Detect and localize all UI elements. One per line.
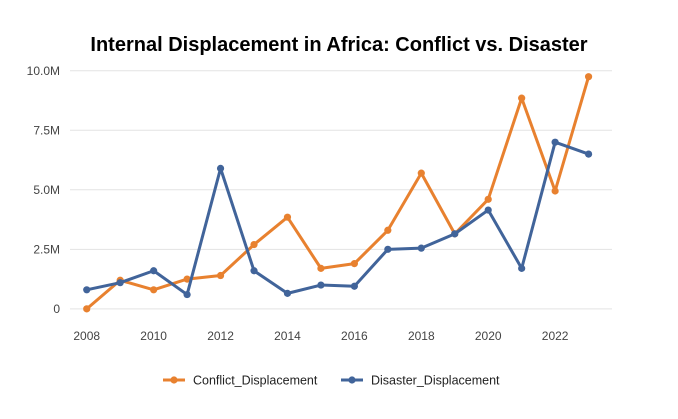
x-axis: 2008 2010 2012 2014 2016 2018 2020 2022 <box>73 329 568 343</box>
x-tick-label: 2010 <box>140 329 167 343</box>
grid-layer <box>70 70 612 310</box>
series-line <box>85 140 591 297</box>
data-point <box>150 267 158 275</box>
data-point <box>216 271 225 280</box>
data-point <box>283 213 292 221</box>
legend: Conflict_Displacement Disaster_Displaceme… <box>163 374 500 388</box>
data-point <box>417 244 425 252</box>
data-point <box>317 264 325 272</box>
legend-label: Disaster_Displacement <box>371 374 500 388</box>
x-tick-label: 2016 <box>341 329 368 343</box>
y-axis: 0 2.5M 5.0M 7.5M 10.0M <box>27 64 61 316</box>
x-tick-label: 2008 <box>73 329 100 343</box>
data-point <box>518 94 526 102</box>
chart-title: Internal Displacement in Africa: Conflic… <box>90 34 588 56</box>
data-point <box>384 226 392 234</box>
data-point <box>384 245 392 253</box>
y-tick-label: 7.5M <box>33 123 60 137</box>
data-point <box>216 164 225 172</box>
data-point <box>183 275 191 283</box>
data-point <box>417 169 425 177</box>
data-point <box>283 289 292 297</box>
x-tick-label: 2014 <box>274 329 301 343</box>
data-point <box>83 286 91 294</box>
data-point <box>83 305 91 313</box>
data-point <box>451 230 459 238</box>
data-point <box>116 279 124 287</box>
legend-swatch-marker <box>348 376 356 384</box>
x-tick-label: 2012 <box>207 329 234 343</box>
y-tick-label: 2.5M <box>33 242 60 256</box>
data-point <box>150 286 158 294</box>
x-tick-label: 2020 <box>475 329 502 343</box>
data-point <box>350 260 358 268</box>
y-tick-label: 0 <box>53 302 60 316</box>
data-point <box>551 187 559 195</box>
series-line <box>85 75 591 311</box>
x-tick-label: 2018 <box>408 329 435 343</box>
data-point <box>250 240 258 249</box>
legend-item: Conflict_Displacement <box>163 374 318 388</box>
data-point <box>350 282 358 290</box>
series-disaster-displacement <box>83 138 593 299</box>
data-point <box>584 73 593 81</box>
data-point <box>250 267 258 275</box>
legend-swatch-marker <box>170 376 178 384</box>
legend-label: Conflict_Displacement <box>193 374 318 388</box>
data-point <box>584 150 593 158</box>
data-point <box>183 290 191 299</box>
data-point <box>484 206 492 214</box>
data-point <box>551 138 559 146</box>
data-point <box>518 264 526 272</box>
series-layer <box>83 73 593 313</box>
y-tick-label: 5.0M <box>33 183 60 197</box>
data-point <box>317 281 325 289</box>
y-tick-label: 10.0M <box>27 64 60 78</box>
data-point <box>484 195 492 203</box>
x-tick-label: 2022 <box>542 329 569 343</box>
legend-item: Disaster_Displacement <box>341 374 500 388</box>
